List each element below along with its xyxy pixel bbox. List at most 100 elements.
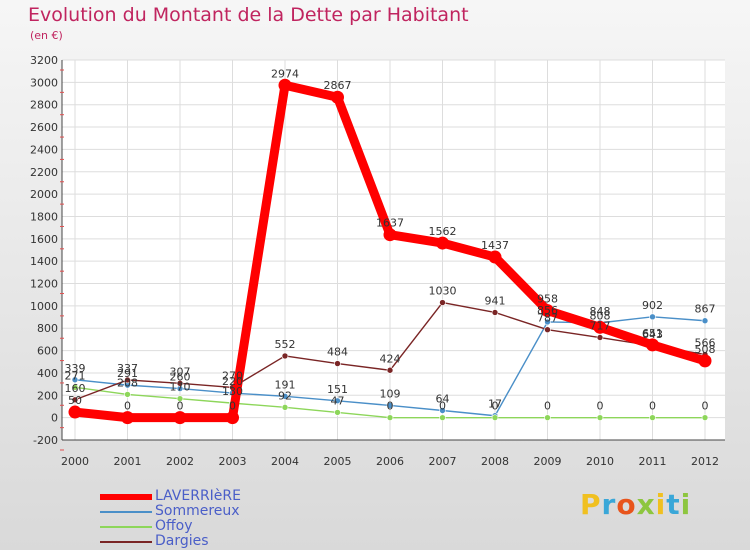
data-label: 848 <box>590 305 611 318</box>
data-label: 220 <box>222 375 243 388</box>
data-label: 47 <box>331 394 345 407</box>
data-label: 64 <box>436 392 450 405</box>
data-point <box>334 397 341 405</box>
x-tick-label: 2001 <box>114 455 142 468</box>
data-label: 151 <box>327 383 348 396</box>
data-label: 0 <box>229 400 236 413</box>
data-label: 109 <box>380 387 401 400</box>
data-point <box>124 391 131 398</box>
y-tick-label: 3200 <box>30 54 58 67</box>
y-tick-label: 2800 <box>30 99 58 112</box>
data-point <box>439 414 446 421</box>
data-label: 867 <box>695 303 716 316</box>
data-point <box>698 354 712 368</box>
chart-subtitle: (en €) <box>30 29 63 42</box>
y-tick-label: 0 <box>51 412 58 425</box>
data-point <box>124 376 131 384</box>
y-tick-label: 1200 <box>30 278 58 291</box>
data-point <box>541 304 554 318</box>
data-label: 958 <box>537 293 558 306</box>
data-label: 508 <box>695 343 716 356</box>
data-label: 484 <box>327 346 348 359</box>
legend-swatch-laverriere <box>100 494 152 500</box>
data-point <box>71 384 79 391</box>
data-point <box>596 414 604 421</box>
data-point <box>386 414 394 421</box>
data-label: 0 <box>544 400 551 413</box>
data-label: 50 <box>68 394 82 407</box>
x-tick-label: 2010 <box>586 455 614 468</box>
data-label: 160 <box>65 382 86 395</box>
data-label: 260 <box>170 371 191 384</box>
y-tick-label: 3000 <box>30 76 58 89</box>
data-point <box>383 228 397 242</box>
legend-swatch-dargies <box>100 541 152 543</box>
logo-letter: t <box>666 488 681 521</box>
data-point <box>226 411 239 425</box>
data-point <box>281 404 289 411</box>
data-point <box>71 396 79 404</box>
data-label: 130 <box>222 385 243 398</box>
data-point <box>281 392 289 400</box>
logo-letter: o <box>616 488 637 521</box>
y-tick-label: 1000 <box>30 300 58 313</box>
data-label: 208 <box>117 376 138 389</box>
data-label: 643 <box>642 328 663 341</box>
legend-swatch-sommereux <box>100 511 152 513</box>
x-tick-label: 2012 <box>691 455 719 468</box>
data-label: 566 <box>695 336 716 349</box>
data-label: 787 <box>537 312 558 325</box>
data-label: 0 <box>597 400 604 413</box>
y-tick-label: 2400 <box>30 143 58 156</box>
legend-label-offoy: Offoy <box>155 518 193 534</box>
data-point <box>488 250 502 264</box>
y-tick-label: -200 <box>33 434 58 447</box>
logo-letter: r <box>601 488 617 521</box>
y-tick-label: 1400 <box>30 255 58 268</box>
x-tick-label: 2009 <box>534 455 562 468</box>
data-label: 0 <box>177 400 184 413</box>
y-tick-label: 400 <box>37 367 58 380</box>
legend-label-laverriere: LAVERRIèRE <box>155 488 241 504</box>
data-label: 1030 <box>429 285 457 298</box>
y-tick-label: 1800 <box>30 210 58 223</box>
data-point <box>649 313 656 321</box>
data-point <box>436 236 449 250</box>
data-point <box>334 409 341 416</box>
data-label: 0 <box>702 400 709 413</box>
y-tick-label: 1600 <box>30 233 58 246</box>
y-tick-label: 200 <box>37 389 58 402</box>
y-tick-label: 2200 <box>30 166 58 179</box>
data-point <box>176 395 184 402</box>
data-point <box>646 338 659 352</box>
data-point <box>173 411 187 425</box>
data-label: 856 <box>537 304 558 317</box>
x-tick-label: 2006 <box>376 455 404 468</box>
data-point <box>386 402 394 409</box>
data-point <box>334 360 341 367</box>
x-tick-label: 2003 <box>219 455 247 468</box>
data-label: 339 <box>65 362 86 375</box>
y-tick-label: 2600 <box>30 121 58 134</box>
data-point <box>71 376 79 384</box>
data-label: 271 <box>65 369 86 382</box>
data-point <box>439 407 446 414</box>
x-tick-label: 2002 <box>166 455 194 468</box>
data-label: 92 <box>278 389 292 402</box>
data-point <box>544 326 551 333</box>
data-label: 1637 <box>376 217 404 230</box>
data-label: 0 <box>124 400 131 413</box>
proxiti-logo: Proxiti <box>580 488 691 521</box>
data-point <box>68 405 82 419</box>
data-label: 337 <box>117 362 138 375</box>
x-tick-label: 2005 <box>324 455 352 468</box>
data-label: 170 <box>170 381 191 394</box>
data-label: 651 <box>642 327 663 340</box>
data-label: 17 <box>488 398 502 411</box>
data-point <box>491 414 499 421</box>
legend-label-dargies: Dargies <box>155 533 209 549</box>
data-point <box>596 334 604 341</box>
data-point <box>491 309 499 316</box>
